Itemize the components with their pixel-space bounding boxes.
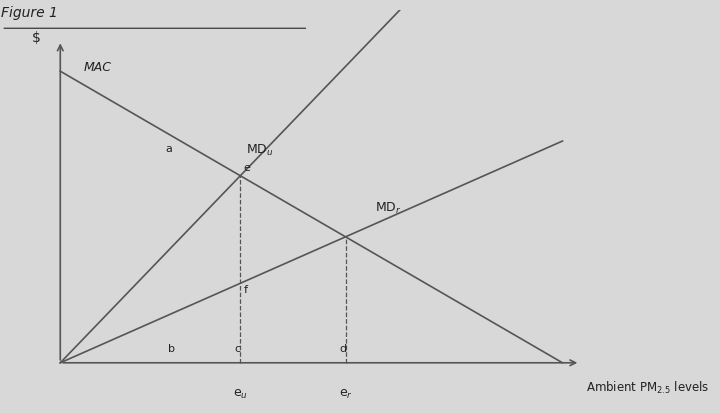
Text: c: c — [235, 343, 240, 353]
Text: MD$_u$: MD$_u$ — [246, 143, 274, 158]
Text: $: $ — [32, 31, 41, 45]
Text: e: e — [243, 162, 250, 172]
Text: f: f — [243, 285, 247, 295]
Text: Ambient PM$_{2.5}$ levels: Ambient PM$_{2.5}$ levels — [586, 380, 709, 395]
Text: b: b — [168, 343, 175, 353]
Text: MAC: MAC — [84, 60, 112, 74]
Text: e$_u$: e$_u$ — [233, 387, 248, 401]
Text: MD$_r$: MD$_r$ — [375, 200, 402, 215]
Text: d: d — [340, 343, 347, 353]
Text: e$_r$: e$_r$ — [338, 387, 353, 401]
Text: Figure 1: Figure 1 — [1, 6, 58, 20]
Text: a: a — [166, 144, 172, 154]
